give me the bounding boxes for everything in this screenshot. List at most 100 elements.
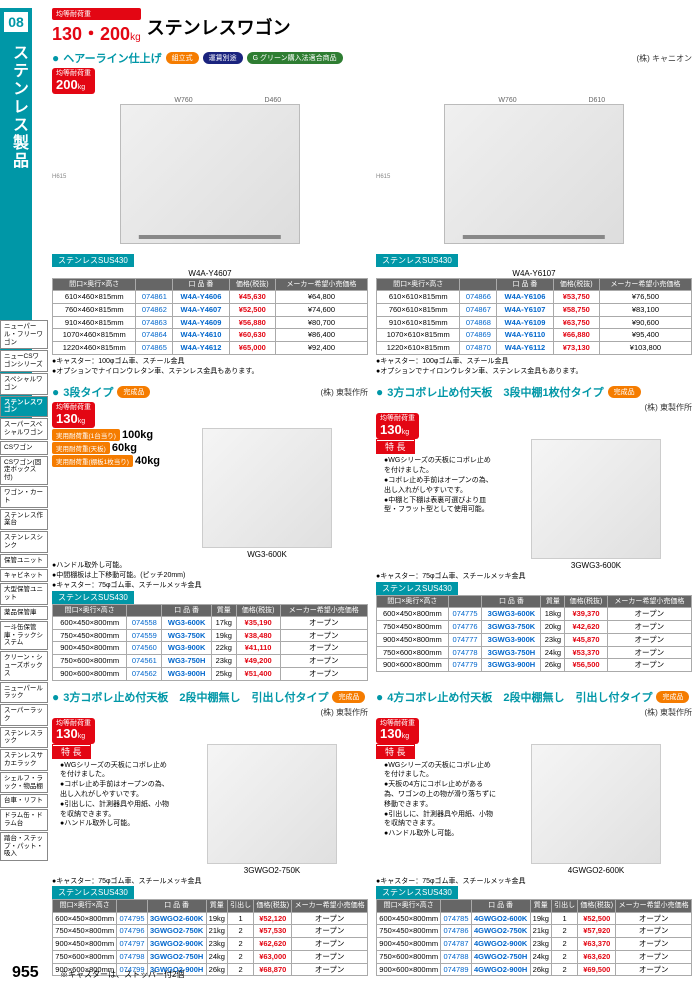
table-row: 910×460×815mm074863W4A-Y4609¥56,880¥80,7… — [53, 316, 368, 329]
block1-header: ● ヘアーライン仕上げ 組立式 運賃別途 G グリーン購入法適合商品 (株) キ… — [52, 50, 692, 66]
dim-w: W760 — [498, 97, 516, 104]
footnote: ※キャスターは、ストッパー付2個 — [60, 969, 184, 980]
sidebar-item[interactable]: スーパースペシャルワゴン — [0, 418, 48, 440]
note-line: ●コボレ止め手前はオープンの為、出し入れがしやすいです。 — [60, 780, 172, 800]
product-block-1: ● ヘアーライン仕上げ 組立式 運賃別途 G グリーン購入法適合商品 (株) キ… — [52, 50, 692, 376]
load-badge-200: 均等耐荷重200kg — [52, 68, 692, 94]
col-header: メーカー希望小売価格 — [280, 604, 367, 616]
notes: ●キャスター：75φゴム車、スチールメッキ金具 — [376, 877, 692, 887]
sidebar-item[interactable]: ドラム缶・ドラム台 — [0, 809, 48, 831]
sidebar-item[interactable]: シェルフ・ラック・物品棚 — [0, 772, 48, 794]
page-number: 955 — [12, 964, 39, 982]
col-header: 価格(税抜) — [254, 900, 292, 912]
col-header: メーカー希望小売価格 — [616, 900, 692, 912]
table-row: 610×610×815mm074866W4A-Y6106¥53,750¥76,5… — [377, 291, 692, 304]
table-row: 760×460×815mm074862W4A-Y4607¥52,500¥74,6… — [53, 303, 368, 316]
block2l-header: ● 3段タイプ 完成品 (株) 東製作所 — [52, 384, 368, 400]
sidebar-item[interactable]: CSワゴン — [0, 441, 48, 455]
sidebar-item[interactable]: 大型保管ユニット — [0, 583, 48, 605]
block3l-header: ● 3方コボレ止め付天板 2段中棚無し 引出し付タイプ 完成品 — [52, 689, 368, 705]
col-header: メーカー希望小売価格 — [275, 278, 367, 290]
load-badge: 均等耐荷重130kg — [52, 402, 95, 428]
col-header — [136, 278, 173, 290]
table-row: 1070×460×815mm074864W4A-Y4610¥60,630¥86,… — [53, 329, 368, 342]
col-header: 価格(税抜) — [565, 596, 607, 608]
table-row: 600×450×800mm074558WG3-600K17kg¥35,190オー… — [53, 616, 368, 629]
sidebar-item[interactable]: 一斗缶保管庫・ラックシステム — [0, 621, 48, 650]
load-label: 均等耐荷重 — [52, 8, 141, 20]
col-header: メーカー希望小売価格 — [599, 278, 691, 290]
table-row: 750×450×800mm0747763GWG3-750K20kg¥42,620… — [377, 621, 692, 634]
table-row: 600×450×800mm0747953GWGO2-600K19kg1¥52,1… — [53, 912, 368, 925]
section-number: 08 — [4, 12, 28, 32]
table-row: 900×450×800mm0747874GWGO2-900K23kg2¥63,3… — [377, 938, 692, 951]
spec-row: 実用耐荷重(1台当り)100kg — [52, 429, 162, 441]
sidebar-item[interactable]: ステンレス作業台 — [0, 509, 48, 531]
col-header: 間口×奥行×高さ — [377, 596, 449, 608]
sidebar-item[interactable]: ステンレスラック — [0, 727, 48, 749]
col-header: 口 品 番 — [147, 900, 206, 912]
table-row: 900×450×800mm0747773GWG3-900K23kg¥45,870… — [377, 633, 692, 646]
block1-columns: H615 W760 D460 ステンレスSUS430 W4A-Y4607 間口×… — [52, 94, 692, 376]
product-block-2: ● 3段タイプ 完成品 (株) 東製作所 均等耐荷重130kg 実用耐荷重(1台… — [52, 384, 692, 680]
tag: 完成品 — [332, 691, 365, 703]
col-header: 質量 — [206, 900, 227, 912]
table-row: 900×600×800mm0747894GWGO2-900H26kg2¥69,5… — [377, 963, 692, 976]
notes: ●キャスター：75φゴム車、スチールメッキ金具 — [376, 572, 692, 582]
block2-left: ● 3段タイプ 完成品 (株) 東製作所 均等耐荷重130kg 実用耐荷重(1台… — [52, 384, 368, 680]
col-header: 間口×奥行×高さ — [377, 900, 441, 912]
model-label: W4A-Y4607 — [52, 269, 368, 278]
kg-unit: kg — [130, 32, 141, 43]
sidebar-item[interactable]: 踏台・ステップ・パット・吸入 — [0, 832, 48, 861]
sidebar-item[interactable]: スーパーラック — [0, 704, 48, 726]
load-badge: 均等耐荷重130kg — [376, 413, 419, 439]
tag-complete: 完成品 — [117, 386, 150, 398]
features: ●WGシリーズの天板にコボレ止めを付けました。●コボレ止め手前はオープンの為、出… — [376, 456, 496, 515]
features: ●WGシリーズの天板にコボレ止めを付けました。●天板の4方にコボレ止めがある為、… — [376, 761, 496, 839]
sidebar-item[interactable]: ニューCSワゴンシリーズ — [0, 350, 48, 372]
table-row: 1220×460×815mm074865W4A-Y4612¥65,000¥92,… — [53, 342, 368, 355]
block3-right: ● 4方コボレ止め付天板 2段中棚無し 引出し付タイプ 完成品 (株) 東製作所… — [376, 689, 692, 977]
table-row: 750×450×800mm074559WG3-750K19kg¥38,480オー… — [53, 629, 368, 642]
product-diagram — [531, 439, 661, 559]
bullet-icon: ● — [52, 385, 59, 399]
table-row: 1220×610×815mm074870W4A-Y6112¥73,130¥103… — [377, 342, 692, 355]
col-header: 口 品 番 — [173, 278, 229, 290]
note-line: ●キャスター：75φゴム車、スチールメッキ金具 — [52, 581, 368, 591]
notes: ●ハンドル取外し可能。●中間棚板は上下移動可能。(ピッチ20mm)●キャスター：… — [52, 561, 368, 590]
sidebar-item[interactable]: CSワゴン(固定ボックス付) — [0, 456, 48, 485]
spec-table-3l: 間口×奥行×高さ口 品 番質量引出し価格(税抜)メーカー希望小売価格600×45… — [52, 899, 368, 976]
sidebar-item[interactable]: ニューパール・フリーワゴン — [0, 320, 48, 349]
sidebar-item[interactable]: ステンレスワゴン — [0, 396, 48, 418]
note-line: ●ハンドル取外し可能。 — [52, 561, 368, 571]
product-diagram: W760 D460 — [120, 104, 300, 244]
spec-table-3r: 間口×奥行×高さ口 品 番質量引出し価格(税抜)メーカー希望小売価格600×45… — [376, 899, 692, 976]
sidebar-item[interactable]: クリーン・シューズボックス — [0, 651, 48, 680]
sidebar-item[interactable]: キャビネット — [0, 569, 48, 583]
tag-green: G グリーン購入法適合商品 — [247, 52, 343, 64]
note-line: ●WGシリーズの天板にコボレ止めを付けました。 — [384, 761, 496, 781]
table-row: 750×450×800mm0747963GWGO2-750K21kg2¥57,5… — [53, 925, 368, 938]
features: ●WGシリーズの天板にコボレ止めを付けました。●コボレ止め手前はオープンの為、出… — [52, 761, 172, 830]
bullet-icon: ● — [52, 51, 59, 65]
table-row: 910×610×815mm074868W4A-Y6109¥63,750¥90,6… — [377, 316, 692, 329]
sidebar-item[interactable]: 薬品保管庫 — [0, 606, 48, 620]
sidebar-item[interactable]: ワゴン・カート — [0, 486, 48, 508]
spec-table-2r: 間口×奥行×高さ口 品 番質量価格(税抜)メーカー希望小売価格600×450×8… — [376, 595, 692, 672]
sidebar-item[interactable]: ステンレスシンク — [0, 531, 48, 553]
material-badge: ステンレスSUS430 — [376, 886, 458, 899]
load-badge: 均等耐荷重130kg — [376, 718, 419, 744]
col-header: 価格(税抜) — [236, 604, 280, 616]
model-label: W4A-Y6107 — [376, 269, 692, 278]
block3-left: ● 3方コボレ止め付天板 2段中棚無し 引出し付タイプ 完成品 (株) 東製作所… — [52, 689, 368, 977]
bullet-icon: ● — [376, 385, 383, 399]
col-header: 間口×奥行×高さ — [53, 604, 127, 616]
sidebar-item[interactable]: ステンレスサカエラック — [0, 749, 48, 771]
sidebar-item[interactable]: ニューパールラック — [0, 682, 48, 704]
block2r-header: ● 3方コボレ止め付天板 3段中棚1枚付タイプ 完成品 — [376, 384, 692, 400]
sidebar-item[interactable]: 台車・リフト — [0, 794, 48, 808]
spec-table-2l: 間口×奥行×高さ口 品 番質量価格(税抜)メーカー希望小売価格600×450×8… — [52, 604, 368, 681]
block2r-title: 3方コボレ止め付天板 3段中棚1枚付タイプ — [387, 384, 603, 400]
sidebar-item[interactable]: スペシャルワゴン — [0, 373, 48, 395]
sidebar-item[interactable]: 保管ユニット — [0, 554, 48, 568]
